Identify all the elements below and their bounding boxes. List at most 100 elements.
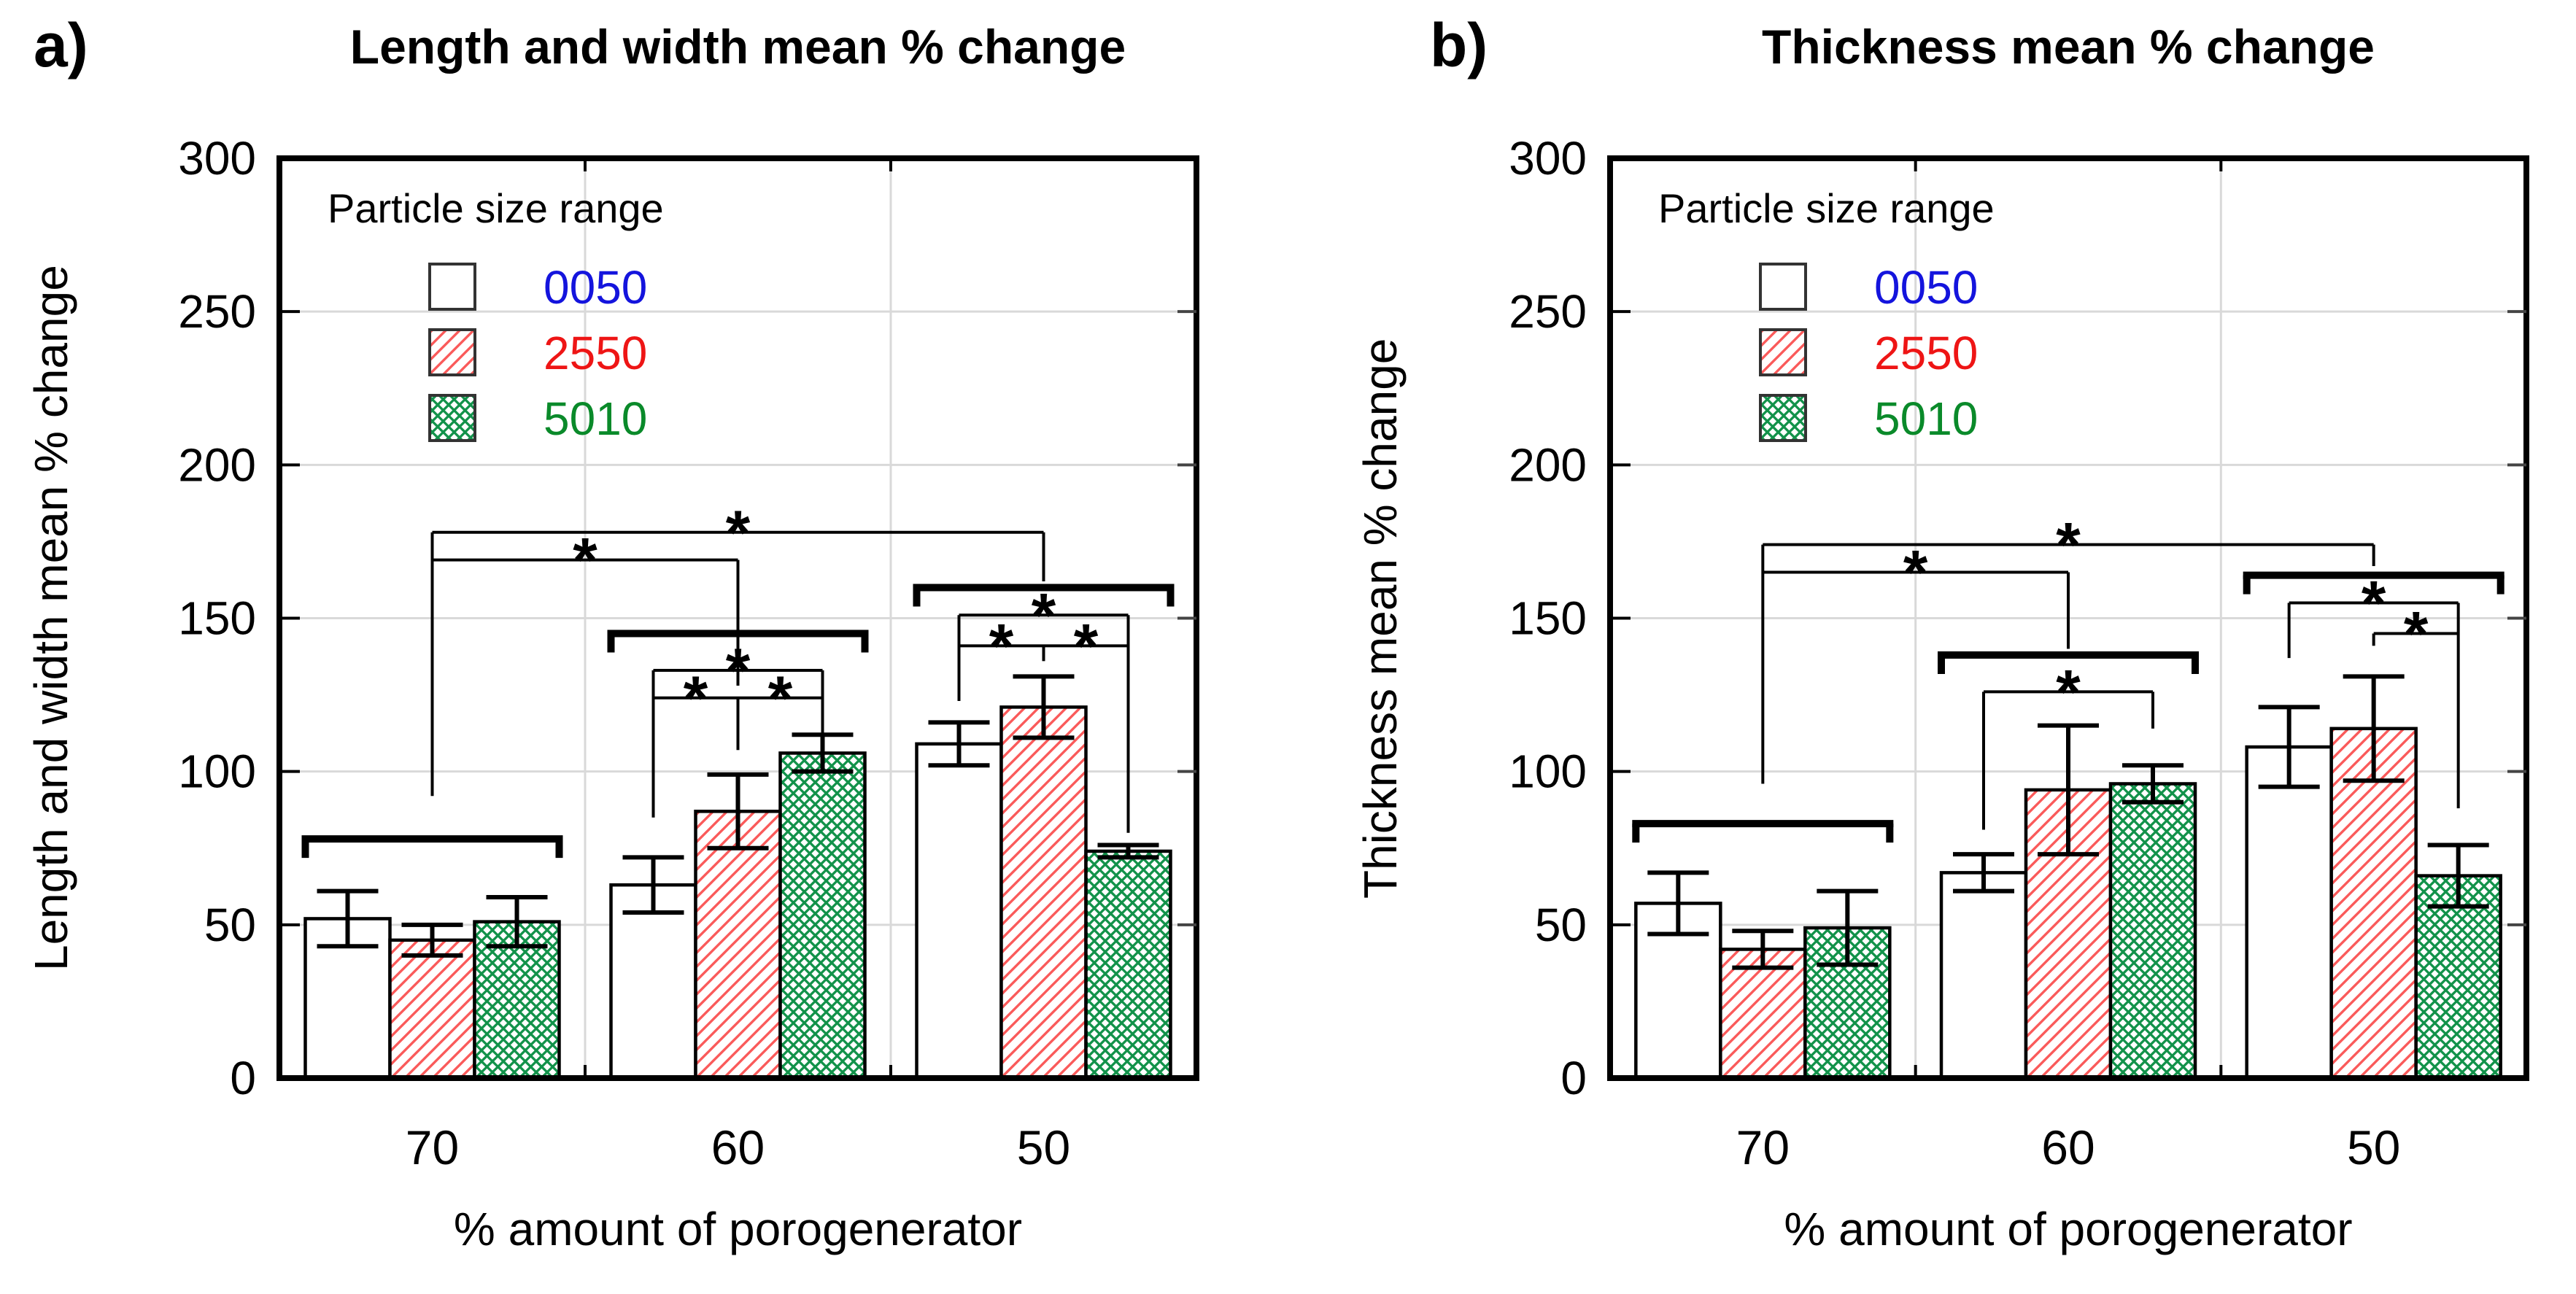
legend-swatch-bg: [428, 263, 476, 311]
significance-bracket: *: [1763, 538, 2070, 649]
legend-entry-label: 5010: [1874, 392, 1978, 445]
y-tick-label-50: 50: [204, 899, 256, 951]
x-category-label-60: 60: [711, 1120, 765, 1174]
bar-50-5010: [1084, 849, 1172, 1080]
legend: Particle size range 0050 2550 5010: [1658, 185, 1995, 445]
error-bar-50-2550: [1013, 674, 1075, 740]
significance-bracket: [1632, 820, 1894, 843]
significance-bracket: * *: [653, 664, 823, 751]
legend-entry-0050: 0050: [428, 261, 647, 314]
legend-entry-label: 2550: [1874, 327, 1978, 379]
y-tick-label-250: 250: [1509, 285, 1587, 338]
error-bar-70-2550: [1732, 929, 1794, 970]
significance-bracket: * *: [959, 611, 1129, 681]
bar-50-0050: [915, 742, 1003, 1080]
legend-entry-label: 0050: [1874, 261, 1978, 314]
bar-60-5010: [778, 751, 867, 1080]
error-bar-60-5010: [2122, 763, 2184, 805]
chart-b-x-axis-title: % amount of porogenerator: [1784, 1203, 2353, 1255]
chart-a-x-axis-title: % amount of porogenerator: [453, 1203, 1023, 1255]
significance-star: *: [1032, 581, 1056, 651]
significance-star: *: [2056, 511, 2081, 581]
error-bar-70-5010: [486, 895, 548, 949]
chart-a-title: Length and width mean % change: [349, 20, 1126, 74]
legend-entry-2550: 2550: [1759, 327, 1978, 379]
bar-fill-bg: [916, 743, 1002, 1078]
x-category-label-50: 50: [2347, 1120, 2400, 1174]
x-category-label-70: 70: [406, 1120, 459, 1174]
x-category-label-70: 70: [1736, 1120, 1790, 1174]
plot-frame: [276, 155, 1199, 1081]
significance-star: *: [1903, 538, 1928, 608]
y-tick-label-200: 200: [1509, 438, 1587, 491]
bar-fill-green-cross: [2111, 783, 2195, 1078]
significance-star: *: [2404, 600, 2429, 670]
significance-bracket: *: [432, 526, 740, 686]
bar-fill-green-cross: [2416, 875, 2501, 1078]
legend-entry-5010: 5010: [1759, 392, 1978, 445]
bar-60-5010: [2108, 782, 2197, 1080]
y-tick-label-0: 0: [230, 1052, 256, 1104]
significance-bracket: *: [1982, 657, 2154, 830]
bar-70-2550: [388, 938, 476, 1080]
x-category-label-60: 60: [2041, 1120, 2095, 1174]
significance-bracket: *: [2287, 568, 2460, 809]
bar-50-0050: [2245, 745, 2333, 1080]
y-tick-label-150: 150: [1509, 592, 1587, 645]
chart-panel-b: * * * * * 0 50 100 150 200 250 300 70 60 50 Particle si…: [1509, 132, 2529, 1174]
error-bar-60-2550: [2038, 723, 2099, 857]
significance-bracket: *: [957, 581, 1130, 833]
bar-fill-green-cross: [1086, 851, 1171, 1078]
significance-bracket: *: [430, 498, 1045, 797]
legend-title: Particle size range: [1658, 185, 1995, 231]
y-tick-label-300: 300: [178, 132, 256, 185]
significance-star: *: [573, 526, 597, 596]
chart-a-y-axis-title: Length and width mean % change: [25, 265, 77, 972]
bar-fill-red-hatch: [695, 811, 781, 1078]
y-tick-label-50: 50: [1535, 899, 1587, 951]
significance-star: *: [2362, 568, 2386, 638]
error-bar-50-5010: [1097, 842, 1159, 860]
significance-star: *: [1074, 611, 1099, 681]
legend-swatch-bg: [1759, 263, 1807, 311]
legend-entry-label: 0050: [544, 261, 647, 314]
error-bar-70-2550: [401, 922, 463, 958]
significance-star: *: [684, 664, 708, 734]
bar-fill-red-hatch: [1001, 707, 1086, 1078]
legend-swatch-red-hatch: [428, 328, 476, 376]
error-bar-70-0050: [317, 888, 379, 949]
error-bar-70-0050: [1647, 870, 1709, 937]
legend-swatch-red-hatch: [1759, 328, 1807, 376]
y-tick-label-250: 250: [178, 285, 256, 338]
significance-star: *: [768, 664, 793, 734]
significance-bracket: [301, 835, 563, 859]
bar-70-2550: [1719, 948, 1807, 1080]
bar-fill-bg: [1941, 872, 2026, 1078]
chart-b-y-axis-title: Thickness mean % change: [1354, 338, 1407, 899]
panel-label-a: a): [34, 11, 88, 80]
bar-fill-red-hatch: [390, 939, 475, 1078]
significance-bracket: *: [1761, 511, 2375, 784]
bar-fill-red-hatch: [1720, 949, 1806, 1078]
legend: Particle size range 0050 2550 5010: [328, 185, 664, 445]
legend-swatch-green-cross: [1759, 394, 1807, 442]
bar-60-2550: [694, 810, 782, 1080]
bar-fill-green-cross: [780, 753, 865, 1078]
chart-b-title: Thickness mean % change: [1762, 20, 2375, 74]
significance-star: *: [2056, 657, 2081, 727]
y-tick-label-0: 0: [1560, 1052, 1587, 1104]
legend-entry-label: 5010: [544, 392, 647, 445]
bar-fill-bg: [611, 885, 696, 1078]
x-category-label-50: 50: [1017, 1120, 1070, 1174]
legend-entry-label: 2550: [544, 327, 647, 379]
bar-50-5010: [2414, 874, 2502, 1080]
legend-entry-5010: 5010: [428, 392, 647, 445]
y-tick-label-100: 100: [178, 745, 256, 798]
y-tick-label-200: 200: [178, 438, 256, 491]
panel-label-b: b): [1430, 11, 1488, 80]
error-bar-70-5010: [1817, 888, 1879, 967]
error-bar-50-2550: [2343, 674, 2405, 783]
legend-title: Particle size range: [328, 185, 664, 231]
